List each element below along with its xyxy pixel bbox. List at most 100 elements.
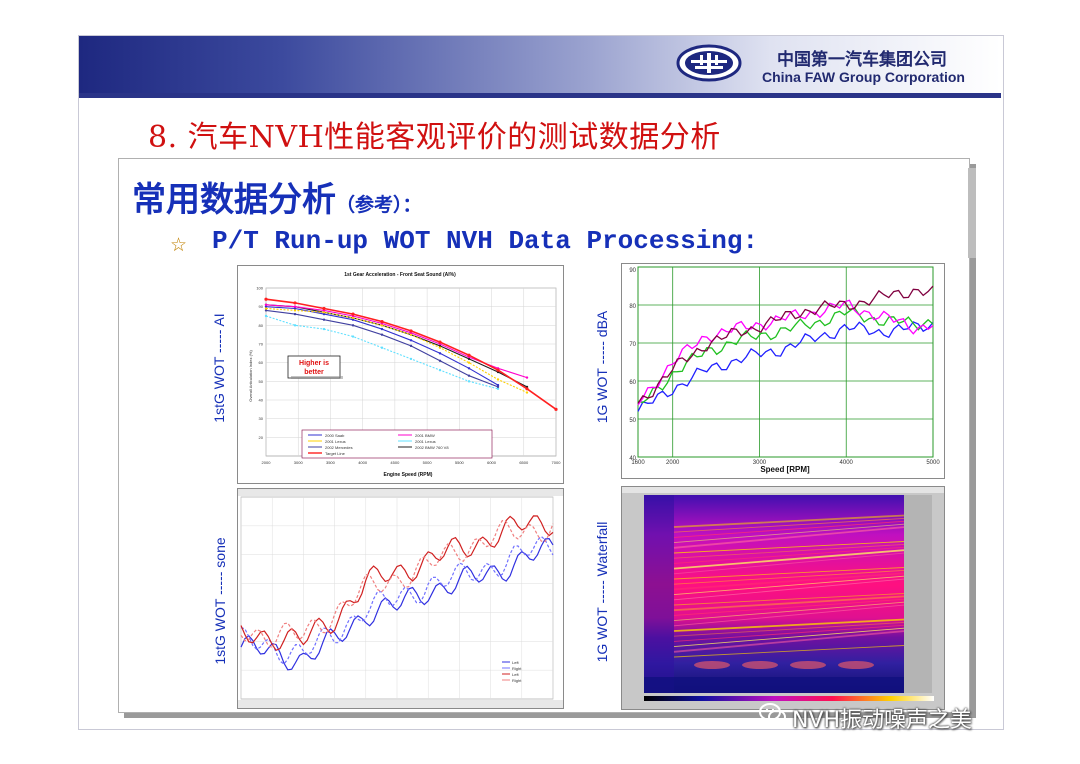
header-banner	[79, 36, 1001, 93]
ai-series-marker	[409, 357, 413, 361]
ai-side-label: 1stG WOT ----- AI	[211, 313, 227, 423]
ai-legend-item: 2002 BMW 760 V8	[415, 445, 449, 450]
ai-series-marker	[380, 324, 384, 327]
ai-series-marker	[438, 346, 442, 349]
ai-chart: 1st Gear Acceleration - Front Seat Sound…	[237, 265, 564, 484]
waterfall-blob	[694, 661, 730, 669]
ai-series-marker	[467, 357, 471, 361]
dba-y-tick: 50	[629, 418, 636, 424]
waterfall-streak	[673, 618, 905, 632]
waterfall-streak	[673, 569, 905, 585]
bullet-text: P/T Run-up WOT NVH Data Processing:	[212, 226, 759, 256]
ai-series-marker	[322, 312, 326, 316]
ai-series-marker	[264, 303, 268, 306]
dba-x-tick: 4000	[840, 460, 854, 466]
ai-x-tick: 5500	[455, 460, 465, 465]
ai-series-marker	[351, 318, 355, 321]
ai-series-marker	[264, 307, 268, 310]
ai-legend-item: 2000 Saab	[325, 433, 345, 438]
ai-series-marker	[293, 305, 297, 308]
ai-series-marker	[409, 329, 413, 333]
sone-chart-svg: Left Right Left Right	[238, 489, 563, 708]
waterfall-streak	[673, 567, 905, 580]
ai-series-marker	[496, 385, 500, 389]
ai-series-marker	[409, 339, 413, 342]
ai-y-tick: 90	[259, 304, 264, 309]
ai-series-marker	[264, 297, 268, 301]
company-name-cn: 中国第一汽车集团公司	[777, 50, 947, 70]
ai-y-tick: 20	[259, 435, 264, 440]
ai-legend-item: 2002 Mercedes	[325, 445, 353, 450]
ai-series-marker	[322, 311, 326, 314]
ai-y-tick: 40	[259, 398, 264, 403]
dba-y-tick: 60	[629, 380, 636, 386]
ai-x-tick: 4000	[358, 460, 368, 465]
waterfall-blob	[838, 661, 874, 669]
ai-series-marker	[467, 353, 471, 357]
ai-chart-title: 1st Gear Acceleration - Front Seat Sound…	[344, 272, 456, 278]
sone-chart: Left Right Left Right	[237, 488, 564, 709]
ai-series-marker	[293, 309, 297, 312]
ai-y-tick: 70	[259, 342, 264, 347]
dba-series-line	[637, 299, 934, 406]
ai-x-tick: 3500	[326, 460, 336, 465]
ai-legend: 2000 Saab 2001 BMW 2001 Lexus 2001 Lexus…	[301, 429, 493, 459]
ai-chart-ylabel: Overall Articulation Index (%)	[248, 350, 253, 402]
dba-y-tick: 40	[629, 456, 636, 462]
dba-y-tick: 90	[629, 268, 636, 274]
ai-series-marker	[293, 307, 297, 310]
ai-series-marker	[293, 324, 297, 327]
dba-x-tick: 1600	[631, 460, 645, 466]
ai-series-marker	[467, 367, 471, 370]
section-heading-note: （参考）：	[336, 194, 422, 216]
dba-series-line	[637, 285, 934, 404]
ai-series-marker	[525, 376, 529, 379]
waterfall-streak	[673, 601, 905, 622]
section-heading-text: 常用数据分析	[132, 180, 336, 220]
ai-series-marker	[467, 380, 471, 383]
ai-series-marker	[438, 352, 442, 355]
waterfall-streak	[673, 523, 905, 544]
ai-y-tick: 100	[256, 286, 263, 291]
waterfall-streak	[673, 541, 905, 554]
ai-series-marker	[496, 378, 500, 381]
panel-scroll-strip	[968, 168, 976, 258]
ai-series-marker	[351, 335, 355, 338]
ai-annotation-line2: better	[304, 369, 324, 376]
waterfall-blob	[742, 661, 778, 669]
ai-y-tick: 80	[259, 323, 264, 328]
waterfall-streak	[673, 604, 905, 627]
waterfall-streak	[673, 593, 905, 606]
ai-series-marker	[467, 361, 471, 364]
ai-series-marker	[322, 327, 326, 331]
ai-chart-series	[264, 297, 558, 411]
ai-series-marker	[264, 305, 268, 308]
ai-y-tick: 50	[259, 379, 264, 384]
waterfall-streak	[673, 526, 905, 549]
ai-series-marker	[351, 316, 355, 320]
dba-y-tick: 80	[629, 304, 636, 310]
ai-x-tick: 6000	[487, 460, 497, 465]
ai-series-marker	[351, 324, 355, 327]
slide-title: 8. 汽车NVH性能客观评价的测试数据分析	[148, 120, 721, 155]
sone-series-line	[240, 515, 554, 652]
sone-legend: Left Right Left Right	[502, 660, 522, 683]
sone-legend-item: Right	[512, 678, 522, 683]
ai-legend-item: 2001 Lexus	[325, 439, 346, 444]
sone-series-line	[240, 537, 554, 671]
waterfall-streak	[673, 578, 905, 601]
company-name-en: China FAW Group Corporation	[762, 69, 965, 85]
ai-series-marker	[438, 340, 442, 344]
waterfall-streak	[673, 520, 905, 538]
dba-x-tick: 5000	[926, 460, 940, 466]
waterfall-streak	[673, 543, 905, 559]
ai-legend-item: 2001 BMW	[415, 433, 435, 438]
ai-series-marker	[380, 320, 384, 324]
header-rule	[79, 93, 1001, 98]
dba-x-tick: 3000	[753, 460, 767, 466]
ai-annotation-line1: Higher is	[299, 360, 329, 367]
ai-series-marker	[496, 383, 500, 387]
ai-x-tick: 6500	[519, 460, 529, 465]
